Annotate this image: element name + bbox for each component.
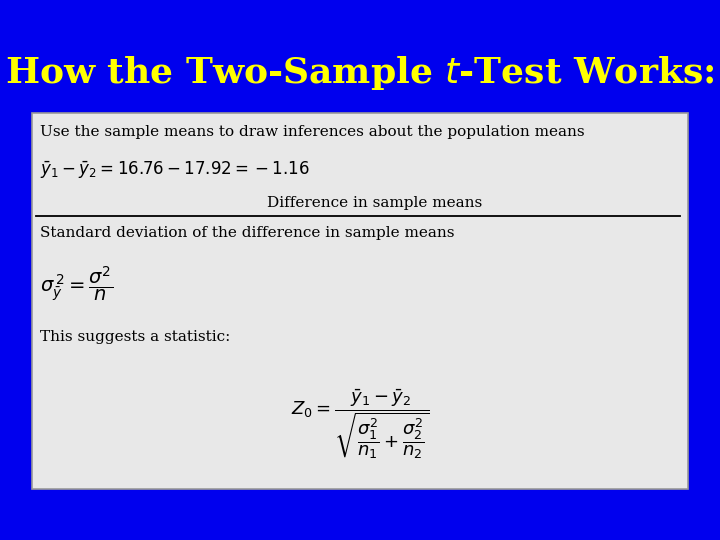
- Text: Difference in sample means: Difference in sample means: [267, 195, 482, 210]
- Text: $\bar{y}_1 - \bar{y}_2 = 16.76 - 17.92 = -1.16$: $\bar{y}_1 - \bar{y}_2 = 16.76 - 17.92 =…: [40, 159, 310, 181]
- Text: $\sigma_{\bar{y}}^{\,2} = \dfrac{\sigma^2}{n}$: $\sigma_{\bar{y}}^{\,2} = \dfrac{\sigma^…: [40, 264, 113, 303]
- FancyBboxPatch shape: [32, 113, 688, 489]
- Text: This suggests a statistic:: This suggests a statistic:: [40, 330, 230, 345]
- Text: $Z_0 = \dfrac{\bar{y}_1 - \bar{y}_2}{\sqrt{\dfrac{\sigma_1^2}{n_1} + \dfrac{\sig: $Z_0 = \dfrac{\bar{y}_1 - \bar{y}_2}{\sq…: [291, 387, 429, 461]
- Text: How the Two-Sample $\mathit{t}$-Test Works:: How the Two-Sample $\mathit{t}$-Test Wor…: [5, 54, 715, 92]
- Text: Standard deviation of the difference in sample means: Standard deviation of the difference in …: [40, 226, 454, 240]
- Text: Use the sample means to draw inferences about the population means: Use the sample means to draw inferences …: [40, 125, 584, 139]
